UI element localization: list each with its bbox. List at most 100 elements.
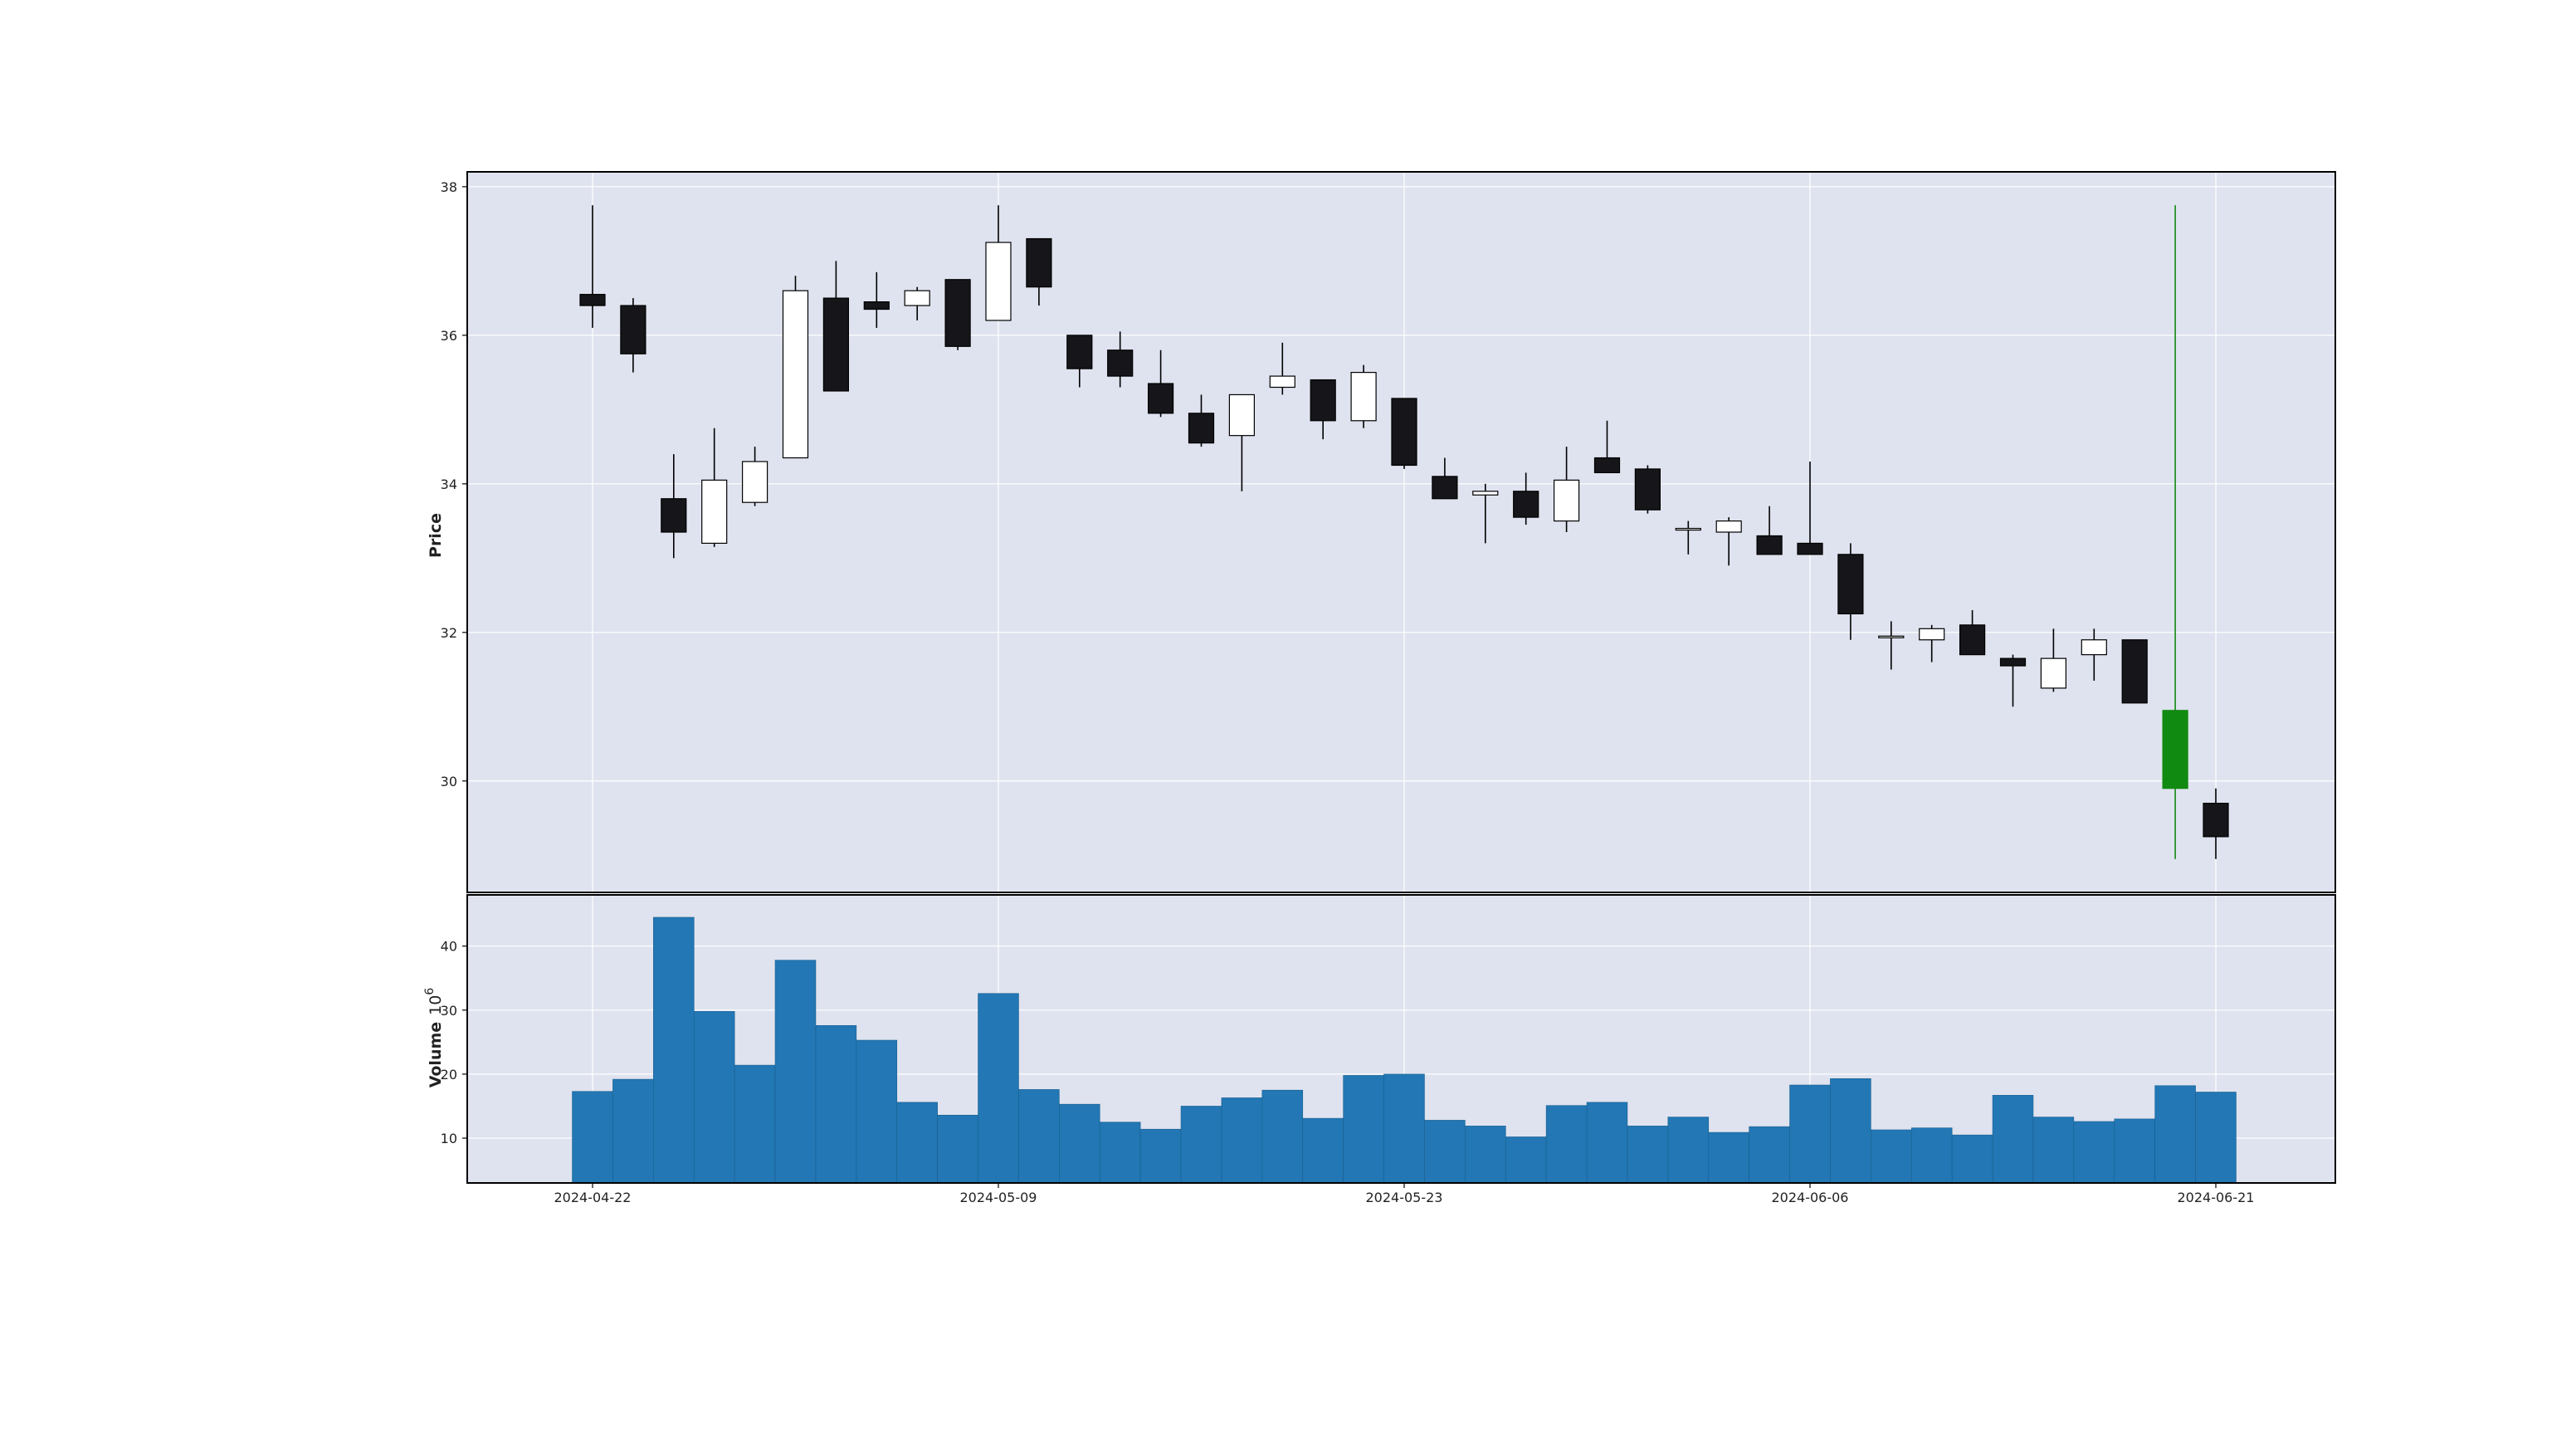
- candle-body: [1066, 335, 1093, 369]
- volume-bar: [1910, 1127, 1953, 1184]
- price-panel-border: [466, 171, 2336, 893]
- price-panel-background: [467, 172, 2335, 892]
- candle: [1959, 609, 1986, 656]
- candle: [1634, 465, 1661, 514]
- candle: [1026, 237, 1052, 306]
- candle-body: [661, 498, 687, 533]
- candle-body: [1310, 379, 1336, 422]
- volume-bar: [1667, 1117, 1710, 1184]
- candle: [701, 428, 728, 547]
- volume-tick-label: 20: [441, 1067, 457, 1083]
- candle: [1107, 331, 1134, 388]
- volume-axis-label-text: Volume: [427, 1022, 445, 1087]
- candle: [1147, 349, 1174, 418]
- price-tick-label: 30: [441, 774, 457, 789]
- candle: [1878, 621, 1905, 670]
- volume-bar: [2154, 1085, 2196, 1184]
- volume-bar: [2195, 1092, 2237, 1184]
- candle-body: [782, 290, 809, 459]
- candle-body: [1350, 372, 1377, 422]
- price-tick-label: 32: [441, 625, 457, 641]
- candle-body: [2162, 710, 2188, 789]
- candle-body: [1715, 520, 1742, 533]
- candle-body: [1837, 554, 1864, 615]
- volume-bar: [1545, 1105, 1588, 1184]
- candle-body: [822, 297, 850, 392]
- volume-bar: [1261, 1089, 1304, 1184]
- candle: [2162, 205, 2188, 859]
- candle: [620, 298, 646, 373]
- volume-bar: [774, 960, 817, 1184]
- volume-bar: [856, 1039, 898, 1184]
- price-tick-label: 36: [441, 328, 457, 344]
- candle-body: [579, 294, 606, 306]
- volume-bar: [937, 1114, 978, 1184]
- volume-bar: [1505, 1136, 1547, 1184]
- candle: [1837, 543, 1864, 640]
- candle: [944, 279, 971, 350]
- candle-body: [1919, 628, 1945, 641]
- candle: [1310, 379, 1336, 440]
- candle-body: [1269, 375, 1295, 389]
- candle: [661, 454, 687, 559]
- volume-bar: [612, 1078, 654, 1184]
- volume-bar: [815, 1025, 857, 1184]
- candle-body: [2203, 803, 2229, 838]
- candle-body: [944, 279, 971, 347]
- volume-bar: [1871, 1129, 1912, 1184]
- candle-body: [1026, 237, 1052, 288]
- volume-bar: [2032, 1117, 2075, 1184]
- volume-bar: [1099, 1122, 1141, 1184]
- candle: [1999, 654, 2027, 707]
- candle: [822, 261, 850, 392]
- candle: [1066, 335, 1093, 388]
- volume-bar: [1627, 1126, 1669, 1184]
- candle: [1391, 398, 1417, 469]
- candle-body: [1432, 476, 1458, 500]
- volume-axis-exponent-base: 10: [427, 995, 445, 1015]
- candle: [1593, 420, 1621, 474]
- candle: [579, 205, 606, 328]
- volume-bar: [1383, 1073, 1425, 1184]
- candle: [1756, 506, 1783, 555]
- volume-bar: [1139, 1128, 1182, 1184]
- x-tick-label: 2024-04-22: [554, 1190, 632, 1205]
- volume-bar: [1789, 1084, 1831, 1184]
- volume-bar: [1992, 1095, 2034, 1184]
- candle-body: [1472, 491, 1499, 496]
- volume-bar: [572, 1091, 613, 1184]
- volume-bar: [1951, 1134, 1993, 1184]
- volume-bar: [1749, 1126, 1790, 1184]
- volume-bar: [1708, 1131, 1749, 1184]
- candle-body: [985, 242, 1012, 321]
- x-axis: 2024-04-22 2024-05-09 2024-05-23 2024-06-06…: [554, 1183, 2255, 1205]
- candle: [1432, 457, 1458, 500]
- candle-body: [1513, 491, 1539, 518]
- candle: [1472, 483, 1499, 544]
- volume-tick-label: 10: [441, 1131, 457, 1146]
- volume-bar: [2114, 1118, 2155, 1184]
- volume-axis-exponent-power: 6: [423, 988, 437, 995]
- candle: [782, 276, 809, 459]
- candle: [741, 447, 768, 506]
- volume-bar: [1830, 1078, 1871, 1184]
- volume-bar: [1180, 1106, 1222, 1184]
- candle-body: [1959, 624, 1986, 656]
- candle-body: [1147, 383, 1174, 414]
- candle-body: [1107, 349, 1134, 377]
- candle-body: [1228, 393, 1256, 437]
- candle-body: [904, 290, 930, 306]
- price-tick-label: 34: [441, 477, 457, 492]
- price-axis-label: Price: [427, 513, 445, 558]
- candle-body: [863, 301, 890, 310]
- candle: [1553, 447, 1580, 532]
- volume-bar: [1465, 1126, 1506, 1184]
- candle: [1513, 472, 1539, 525]
- volume-bar: [1302, 1117, 1344, 1184]
- candle-body: [1391, 398, 1417, 467]
- volume-bar: [653, 916, 695, 1184]
- x-tick-label: 2024-06-21: [2178, 1190, 2255, 1205]
- candle-body: [1675, 527, 1701, 531]
- volume-bar: [2073, 1121, 2115, 1184]
